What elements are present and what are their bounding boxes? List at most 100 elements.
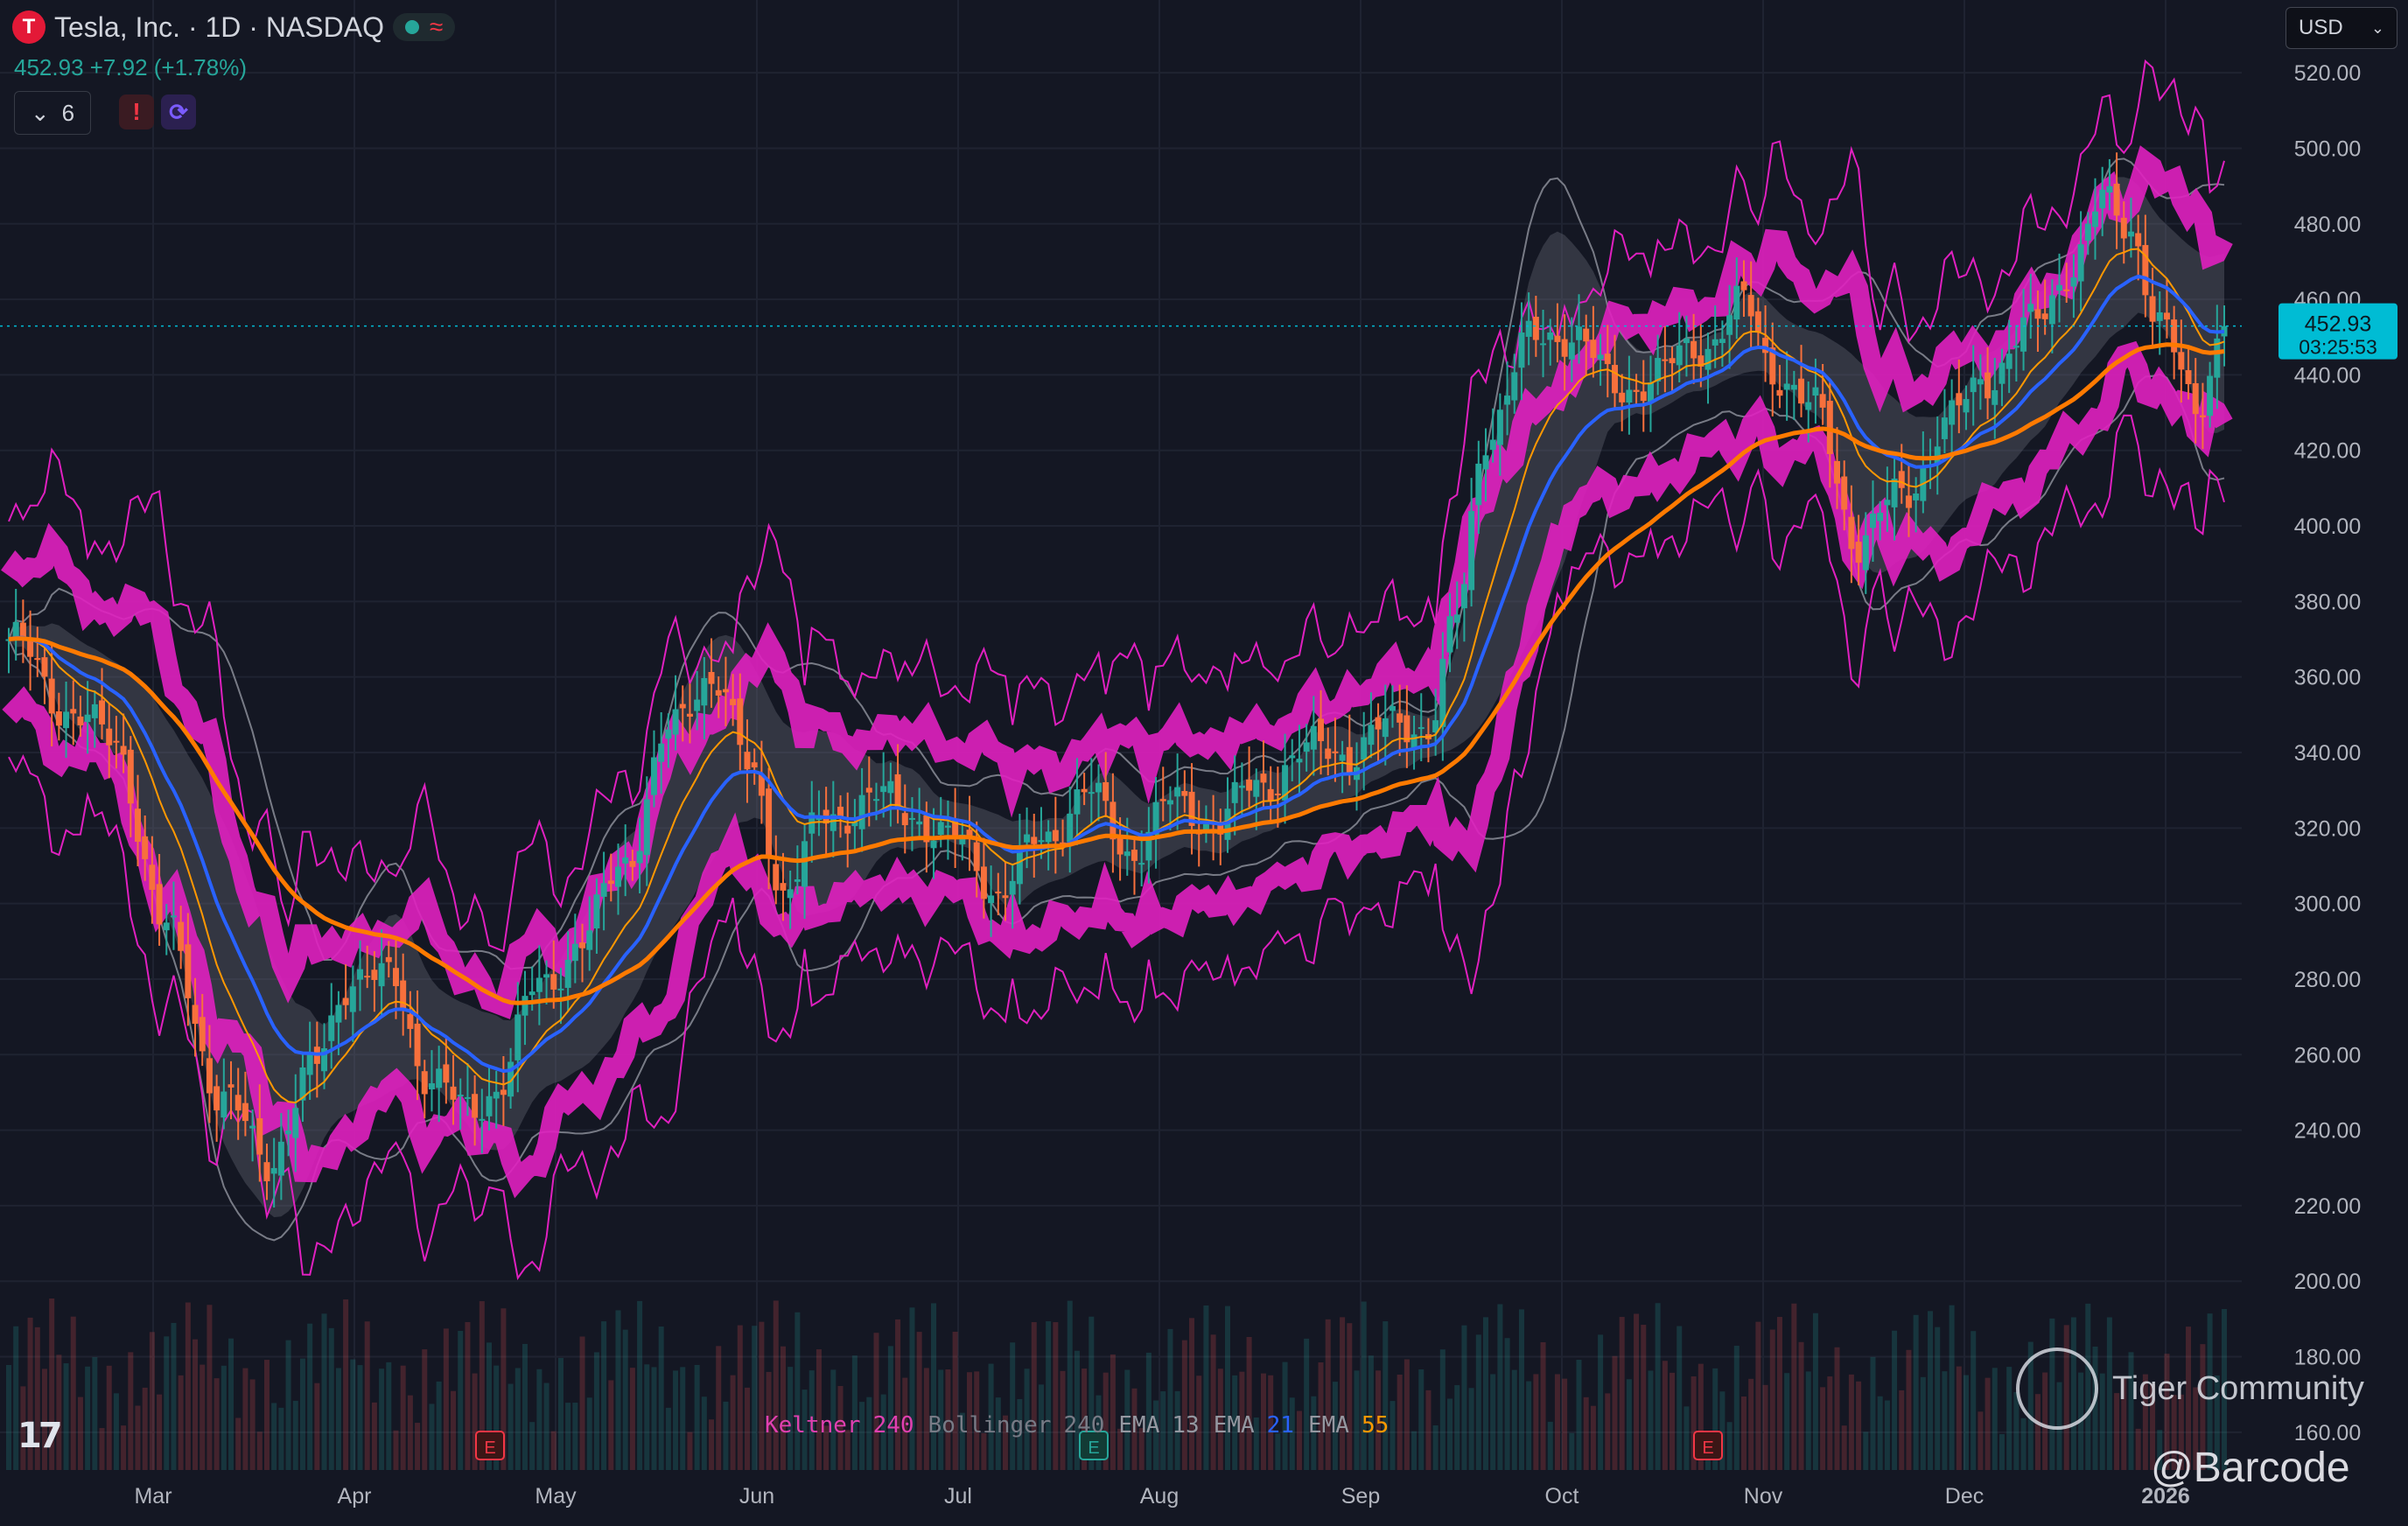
- candle-body: [1181, 791, 1188, 796]
- sync-icon[interactable]: ⟳: [161, 94, 196, 130]
- candle-body: [2178, 352, 2185, 370]
- volume-bar: [1526, 1381, 1532, 1470]
- candle-body: [306, 1054, 313, 1075]
- market-status-pill[interactable]: ≈: [392, 13, 456, 41]
- candle-body: [2185, 370, 2192, 385]
- candle-body: [1754, 311, 1761, 333]
- price-axis: 520.00500.00480.00460.00440.00420.00400.…: [2294, 61, 2361, 1446]
- volume-bar: [2135, 1428, 2141, 1470]
- candle-body: [615, 866, 622, 887]
- volume-bar: [1117, 1428, 1124, 1470]
- candle-body: [206, 1058, 213, 1094]
- price-tick-label: 260.00: [2294, 1043, 2361, 1068]
- volume-bar: [2164, 1354, 2170, 1470]
- volume-bar: [278, 1407, 284, 1470]
- volume-bar: [1275, 1433, 1281, 1470]
- candle-body: [1848, 516, 1855, 550]
- candle-body: [364, 976, 371, 978]
- candle-body: [1396, 713, 1404, 723]
- candle-body: [1482, 455, 1489, 470]
- volume-bar: [1740, 1396, 1746, 1470]
- legend-item[interactable]: Bollinger 240: [928, 1412, 1105, 1438]
- candle-body: [120, 746, 127, 755]
- volume-bar: [1102, 1372, 1109, 1470]
- candle-body: [113, 740, 120, 743]
- candle-body: [1891, 478, 1898, 508]
- volume-bar: [1942, 1371, 1948, 1470]
- volume-bar: [1626, 1379, 1632, 1470]
- legend-item[interactable]: EMA 13: [1118, 1412, 1199, 1438]
- earnings-marker-label: E: [1088, 1438, 1099, 1458]
- candle-body: [1568, 342, 1575, 360]
- time-tick-label: Mar: [134, 1484, 172, 1508]
- legend-item[interactable]: Keltner 240: [765, 1412, 914, 1438]
- volume-bar: [1153, 1400, 1159, 1470]
- volume-bar: [1461, 1325, 1467, 1470]
- volume-bar: [665, 1407, 671, 1470]
- volume-bar: [1196, 1376, 1202, 1470]
- candle-body: [285, 1130, 292, 1135]
- candle-body: [571, 943, 578, 962]
- legend-item[interactable]: EMA 21: [1214, 1412, 1294, 1438]
- volume-bar: [1160, 1391, 1166, 1470]
- candle-body: [1074, 789, 1081, 815]
- earnings-marker: E: [1079, 1431, 1109, 1460]
- candle-body: [694, 699, 701, 711]
- volume-bar: [77, 1396, 83, 1470]
- price-tick-label: 360.00: [2294, 666, 2361, 690]
- volume-bar: [486, 1342, 493, 1470]
- candle-body: [1676, 345, 1683, 366]
- warning-icon[interactable]: !: [119, 94, 154, 130]
- volume-bar: [981, 1432, 987, 1470]
- volume-bar: [1067, 1300, 1073, 1470]
- candle-body: [600, 883, 607, 897]
- volume-bar: [436, 1381, 442, 1470]
- price-tick-label: 420.00: [2294, 439, 2361, 464]
- candle-body: [299, 1067, 306, 1101]
- candle-body: [1525, 320, 1532, 337]
- volume-bar: [1712, 1368, 1718, 1470]
- volume-bar: [737, 1325, 743, 1470]
- candle-body: [1067, 813, 1074, 843]
- candle-body: [1604, 354, 1611, 365]
- legend-item[interactable]: EMA 55: [1308, 1412, 1389, 1438]
- volume-bar: [1060, 1370, 1066, 1470]
- tiger-watermark: Tiger Community: [2016, 1348, 2364, 1430]
- currency-select[interactable]: USD ⌄: [2286, 7, 2398, 49]
- volume-bar: [752, 1326, 758, 1470]
- volume-bar: [99, 1428, 105, 1470]
- time-tick-label: Aug: [1140, 1484, 1179, 1508]
- candle-body: [106, 728, 113, 746]
- volume-bar: [1884, 1400, 1890, 1470]
- candle-body: [1282, 765, 1289, 801]
- volume-bar: [2020, 1418, 2026, 1470]
- candle-body: [636, 850, 643, 864]
- legend-item-value: 240: [872, 1412, 914, 1438]
- volume-bar: [357, 1365, 363, 1470]
- candle-body: [872, 799, 879, 802]
- indicators-collapse-button[interactable]: ⌄ 6: [14, 91, 91, 135]
- candle-body: [1762, 338, 1769, 354]
- candle-body: [12, 621, 19, 640]
- candle-body: [292, 1108, 299, 1138]
- candle-body: [414, 1023, 421, 1067]
- last-price-value: 452.93: [2305, 312, 2371, 337]
- volume-bar: [730, 1375, 736, 1470]
- candle-body: [536, 977, 542, 992]
- volume-bar: [2207, 1313, 2213, 1470]
- volume-bar: [880, 1394, 886, 1470]
- volume-bar: [2114, 1393, 2120, 1470]
- symbol-title[interactable]: Tesla, Inc. · 1D · NASDAQ: [54, 10, 384, 43]
- volume-bar: [866, 1396, 872, 1470]
- candle-body: [2127, 231, 2134, 237]
- volume-bar: [1174, 1390, 1180, 1470]
- candle-body: [228, 1084, 234, 1088]
- volume-bar: [1289, 1397, 1295, 1470]
- volume-bar: [393, 1430, 399, 1470]
- candle-body: [858, 794, 865, 830]
- candle-body: [1310, 725, 1317, 750]
- candle-body: [579, 942, 586, 948]
- candle-body: [557, 988, 564, 990]
- candle-body: [199, 1017, 206, 1052]
